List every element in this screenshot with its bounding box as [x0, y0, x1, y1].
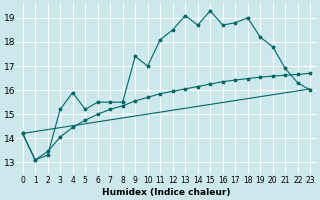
X-axis label: Humidex (Indice chaleur): Humidex (Indice chaleur)	[102, 188, 231, 197]
